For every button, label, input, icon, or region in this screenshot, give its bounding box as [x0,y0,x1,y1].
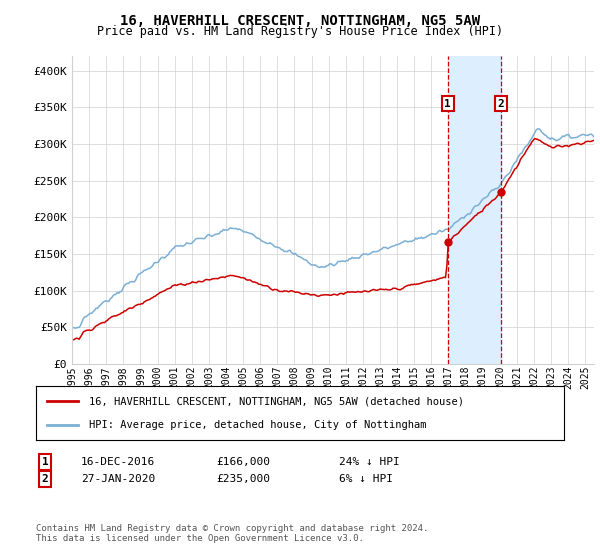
Text: 1: 1 [445,99,451,109]
Text: Price paid vs. HM Land Registry's House Price Index (HPI): Price paid vs. HM Land Registry's House … [97,25,503,38]
Text: Contains HM Land Registry data © Crown copyright and database right 2024.
This d: Contains HM Land Registry data © Crown c… [36,524,428,543]
Text: £166,000: £166,000 [216,457,270,467]
Text: 27-JAN-2020: 27-JAN-2020 [81,474,155,484]
Text: HPI: Average price, detached house, City of Nottingham: HPI: Average price, detached house, City… [89,419,426,430]
Bar [448,56,501,364]
Text: 1: 1 [41,457,49,467]
Text: 16, HAVERHILL CRESCENT, NOTTINGHAM, NG5 5AW: 16, HAVERHILL CRESCENT, NOTTINGHAM, NG5 … [120,14,480,28]
Text: 2: 2 [497,99,505,109]
Text: 16, HAVERHILL CRESCENT, NOTTINGHAM, NG5 5AW (detached house): 16, HAVERHILL CRESCENT, NOTTINGHAM, NG5 … [89,396,464,407]
Text: 24% ↓ HPI: 24% ↓ HPI [339,457,400,467]
Text: 6% ↓ HPI: 6% ↓ HPI [339,474,393,484]
Text: 16-DEC-2016: 16-DEC-2016 [81,457,155,467]
Text: £235,000: £235,000 [216,474,270,484]
Text: 2: 2 [41,474,49,484]
